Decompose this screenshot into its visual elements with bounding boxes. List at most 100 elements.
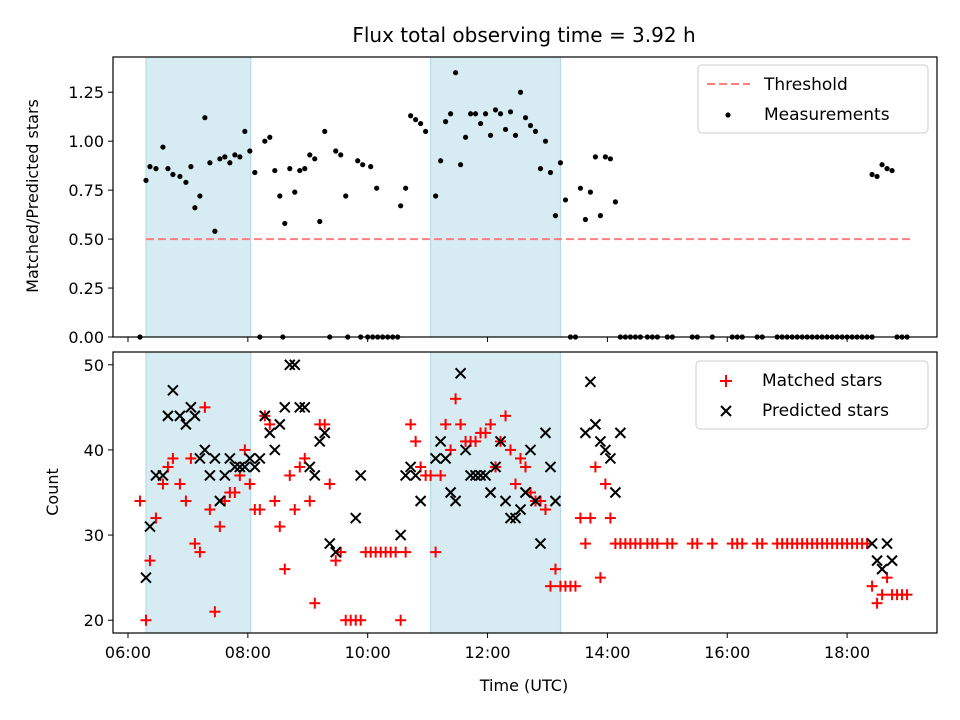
predicted-point — [449, 495, 462, 507]
matched-point — [584, 512, 596, 524]
predicted-point-b — [489, 461, 502, 473]
measurement-point — [497, 111, 504, 117]
measurement-point — [322, 128, 328, 135]
predicted-point-b — [484, 486, 497, 499]
predicted-point — [244, 452, 256, 465]
predicted-point-b — [594, 435, 607, 448]
measurement-point — [467, 111, 474, 117]
measurement-point — [232, 152, 238, 158]
matched-point — [440, 418, 452, 430]
predicted-point — [594, 435, 607, 448]
measurement-point — [277, 193, 283, 199]
bottom-xtick-label: 14:00 — [584, 643, 630, 662]
predicted-point-b — [394, 529, 407, 541]
predicted-point-b — [524, 444, 537, 456]
matched-point — [189, 538, 201, 550]
measurement-point — [582, 216, 589, 223]
predicted-point — [185, 401, 197, 414]
measurement-point — [237, 154, 243, 160]
measurement-point — [343, 193, 349, 199]
predicted-point — [299, 401, 311, 414]
measurement-point — [287, 166, 293, 172]
matched-point — [901, 589, 913, 601]
matched-point — [214, 521, 226, 533]
predicted-point-b — [324, 537, 336, 550]
measurement-point — [374, 185, 380, 191]
predicted-point — [319, 427, 331, 439]
matched-point — [244, 478, 256, 490]
measurement-point — [222, 154, 228, 160]
predicted-point — [224, 452, 236, 465]
predicted-point-b — [529, 495, 542, 507]
measurement-point — [487, 132, 494, 138]
predicted-point-b — [239, 461, 251, 473]
predicted-point — [157, 469, 169, 482]
measurement-point — [482, 111, 489, 117]
predicted-point — [354, 469, 367, 482]
predicted-point — [881, 537, 893, 550]
legend-measurements-label: Measurements — [764, 105, 890, 125]
measurement-point — [252, 169, 258, 176]
matched-point — [180, 495, 192, 507]
measurement-point — [408, 113, 414, 119]
predicted-point — [414, 495, 427, 507]
predicted-point — [180, 418, 192, 431]
matched-point — [194, 546, 206, 558]
predicted-point-b — [259, 410, 271, 422]
legend-matched-swatch — [720, 375, 732, 387]
bottom-xtick-label: 16:00 — [704, 643, 750, 662]
matched-point — [599, 478, 611, 490]
measurement-point — [562, 197, 569, 203]
matched-point — [284, 469, 296, 481]
measurement-point — [869, 171, 875, 178]
measurement-point — [418, 120, 424, 127]
predicted-point — [269, 444, 281, 456]
measurement-point — [302, 166, 308, 172]
predicted-point — [189, 410, 201, 422]
predicted-point — [871, 554, 883, 567]
predicted-point — [167, 384, 179, 397]
predicted-point-b — [249, 461, 261, 473]
predicted-point — [294, 401, 306, 414]
measurement-point — [403, 185, 409, 191]
predicted-point — [330, 546, 342, 558]
matched-point — [510, 478, 522, 490]
measurement-point — [317, 218, 323, 225]
measurement-point — [552, 213, 559, 219]
measurement-point — [272, 167, 278, 174]
bottom-xtick-label: 10:00 — [345, 643, 391, 662]
bottom-xtick-label: 18:00 — [824, 643, 870, 662]
measurement-point — [587, 189, 594, 195]
matched-point — [666, 538, 678, 550]
measurement-point — [170, 171, 176, 178]
predicted-point-b — [349, 512, 362, 524]
top-ytick-label: 0.50 — [68, 230, 104, 249]
measurement-point — [212, 228, 218, 234]
matched-point — [871, 597, 883, 609]
bottom-xtick-label: 12:00 — [464, 643, 510, 662]
predicted-point-b — [180, 418, 192, 431]
predicted-point-b — [886, 554, 898, 567]
predicted-point-b — [514, 503, 527, 516]
top-ylabel: Matched/Predicted stars — [23, 99, 42, 293]
predicted-point — [234, 461, 246, 473]
matched-point — [691, 538, 703, 550]
matched-point — [500, 410, 512, 422]
measurement-point — [492, 107, 499, 113]
bottom-ylabel: Count — [43, 468, 62, 516]
predicted-point — [140, 571, 152, 584]
predicted-point-b — [499, 495, 512, 507]
matched-point — [706, 538, 718, 550]
measurement-point — [522, 115, 529, 121]
measurement-point — [368, 164, 374, 170]
predicted-point — [886, 554, 898, 567]
measurement-point — [602, 154, 609, 160]
measurement-point — [360, 162, 366, 168]
measurement-point — [165, 166, 171, 172]
predicted-point-b — [876, 563, 888, 575]
matched-point — [515, 452, 527, 464]
predicted-point — [444, 486, 457, 499]
measurement-point — [197, 193, 203, 199]
bottom-xlabel: Time (UTC) — [479, 676, 568, 695]
matched-point — [395, 614, 407, 626]
